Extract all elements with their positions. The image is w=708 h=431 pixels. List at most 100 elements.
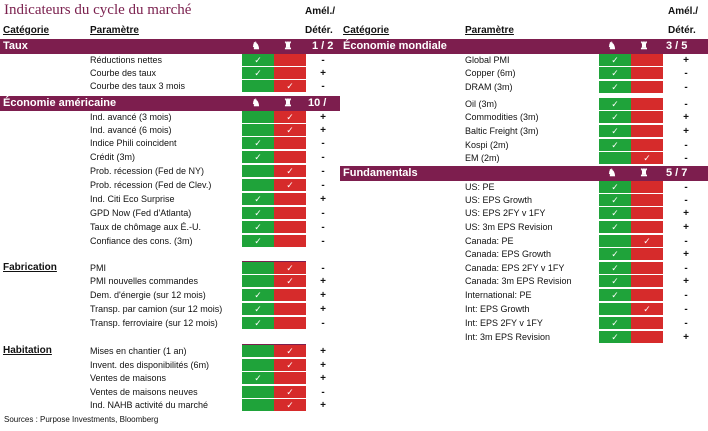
- table-row: US: EPS Growth ✓ -: [0, 194, 708, 207]
- left-category-header: Catégorie: [3, 25, 50, 36]
- bear-cell: [274, 289, 306, 302]
- source-note: Sources : Purpose Investments, Bloomberg: [4, 415, 159, 424]
- bear-cell: [274, 359, 306, 372]
- bull-cell: [599, 139, 631, 152]
- table-row: Int: EPS 2FY v 1FY ✓ -: [0, 317, 708, 330]
- check-icon: ✓: [286, 263, 294, 273]
- table-row: Taux de chômage aux É.-U. ✓ -: [0, 221, 708, 234]
- bull-cell: [242, 151, 274, 164]
- trend-sign: +: [320, 400, 326, 411]
- bear-cell: [274, 165, 306, 178]
- trend-sign: -: [321, 387, 325, 398]
- check-icon: ✓: [611, 99, 619, 109]
- table-row: Ind. NAHB activité du marché ✓ +: [0, 399, 708, 412]
- row-parameter: Ind. Citi Eco Surprise: [90, 194, 175, 204]
- check-icon: ✓: [254, 290, 262, 300]
- bull-cell: [242, 179, 274, 192]
- row-parameter: US: PE: [465, 182, 495, 192]
- check-icon: ✓: [254, 138, 262, 148]
- trend-sign: -: [321, 166, 325, 177]
- bear-cell: [631, 262, 663, 275]
- table-row: GPD Now (Fed d'Atlanta) ✓ -: [0, 207, 708, 220]
- table-row: Transp. par camion (sur 12 mois) ✓ +: [0, 303, 708, 316]
- bull-cell: [242, 275, 274, 288]
- bull-icon: ♞: [251, 41, 261, 52]
- row-parameter: Ventes de maisons neuves: [90, 387, 198, 397]
- table-row: Canada: 3m EPS Revision ✓ +: [0, 275, 708, 288]
- check-icon: ✓: [254, 152, 262, 162]
- section-label: Économie américaine: [3, 97, 117, 109]
- bear-cell: [274, 179, 306, 192]
- row-parameter: Prob. récession (Fed de NY): [90, 166, 205, 176]
- trend-sign: +: [320, 346, 326, 357]
- bear-cell: [274, 262, 306, 275]
- bear-cell: [274, 151, 306, 164]
- trend-sign: -: [321, 138, 325, 149]
- trend-sign: -: [684, 263, 688, 274]
- table-row: Oil (3m) ✓ -: [0, 98, 708, 111]
- bear-cell: [274, 372, 306, 385]
- row-parameter: PMI: [90, 263, 107, 273]
- table-row: Copper (6m) ✓ -: [0, 67, 708, 80]
- trend-sign: -: [321, 152, 325, 163]
- table-row: International: PE ✓ -: [0, 289, 708, 302]
- check-icon: ✓: [286, 81, 294, 91]
- trend-sign: -: [321, 236, 325, 247]
- trend-sign: -: [684, 82, 688, 93]
- bull-cell: [599, 262, 631, 275]
- bull-cell: [242, 124, 274, 137]
- row-parameter: US: EPS 2FY v 1FY: [465, 208, 546, 218]
- bear-cell: [631, 235, 663, 248]
- trend-sign: +: [320, 304, 326, 315]
- trend-sign: -: [684, 290, 688, 301]
- bull-cell: [599, 111, 631, 124]
- row-parameter: Mises en chantier (1 an): [90, 346, 187, 356]
- row-parameter: Ind. avancé (3 mois): [90, 112, 172, 122]
- bull-cell: [242, 54, 274, 67]
- check-icon: ✓: [611, 263, 619, 273]
- trend-sign: -: [684, 153, 688, 164]
- bear-cell: [274, 399, 306, 412]
- trend-sign: -: [684, 182, 688, 193]
- bear-cell: [631, 181, 663, 194]
- table-row: Indice Phili coincident ✓ -: [0, 137, 708, 150]
- bull-cell: [242, 165, 274, 178]
- trend-sign: +: [683, 222, 689, 233]
- table-row: Ind. avancé (3 mois) ✓ +: [0, 111, 708, 124]
- trend-sign: +: [683, 112, 689, 123]
- row-parameter: EM (2m): [465, 153, 500, 163]
- row-parameter: Courbe des taux 3 mois: [90, 81, 186, 91]
- bull-cell: [599, 98, 631, 111]
- row-parameter: Baltic Freight (3m): [465, 126, 539, 136]
- row-parameter: Int: 3m EPS Revision: [465, 332, 551, 342]
- row-parameter: Invent. des disponibilités (6m): [90, 360, 210, 370]
- bear-cell: [274, 386, 306, 399]
- check-icon: ✓: [611, 318, 619, 328]
- trend-sign: -: [684, 140, 688, 151]
- check-icon: ✓: [254, 318, 262, 328]
- page-title: Indicateurs du cycle du marché: [4, 2, 192, 18]
- section-score: 1 / 2: [312, 40, 334, 52]
- bear-cell: [631, 289, 663, 302]
- bull-cell: [599, 54, 631, 67]
- bear-cell: [631, 207, 663, 220]
- bull-cell: [599, 317, 631, 330]
- check-icon: ✓: [611, 208, 619, 218]
- category-fabrication: Fabrication: [3, 262, 57, 273]
- trend-sign: -: [684, 195, 688, 206]
- bear-cell: [631, 317, 663, 330]
- check-icon: ✓: [643, 153, 651, 163]
- section-score: 10 / 10: [308, 97, 327, 124]
- row-parameter: Canada: PE: [465, 236, 514, 246]
- bull-icon: ♞: [607, 41, 617, 52]
- row-parameter: Kospi (2m): [465, 140, 509, 150]
- trend-sign: -: [684, 318, 688, 329]
- section-band-taux: Taux ♞ ♜ 1 / 2: [0, 39, 340, 54]
- bear-cell: [274, 207, 306, 220]
- trend-sign: +: [320, 360, 326, 371]
- check-icon: ✓: [611, 126, 619, 136]
- row-parameter: Commodities (3m): [465, 112, 539, 122]
- trend-sign: +: [320, 276, 326, 287]
- section-label: Fundamentals: [343, 167, 418, 179]
- row-parameter: Ventes de maisons: [90, 373, 167, 383]
